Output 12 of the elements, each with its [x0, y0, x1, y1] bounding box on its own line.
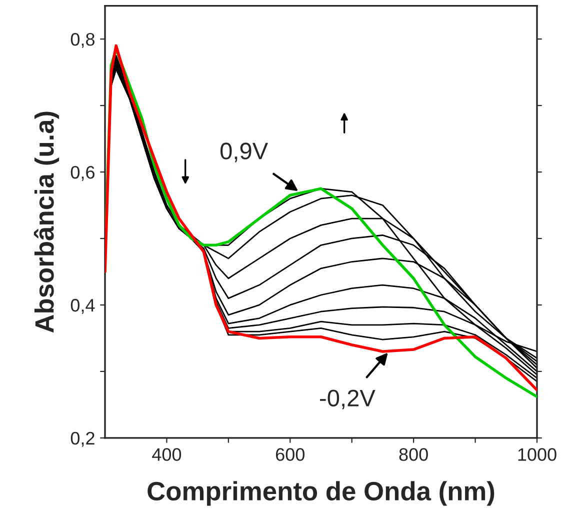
x-tick-label: 1000 [518, 448, 556, 461]
x-tick-label: 600 [276, 448, 304, 461]
y-tick-label: 0,2 [70, 432, 94, 447]
x-tick-label: 400 [152, 448, 182, 461]
y-axis-title: Absorbância (u.a) [34, 112, 60, 333]
y-tick-label: 0,4 [70, 298, 95, 314]
x-tick-label: 800 [399, 448, 428, 461]
y-tick-label: 0,8 [70, 32, 94, 48]
y-tick-label: 0,6 [70, 166, 94, 181]
annotation: -0,2V [320, 390, 376, 410]
x-axis-title: Comprimento de Onda (nm) [148, 481, 494, 506]
annotation: 0,9V [220, 142, 268, 162]
